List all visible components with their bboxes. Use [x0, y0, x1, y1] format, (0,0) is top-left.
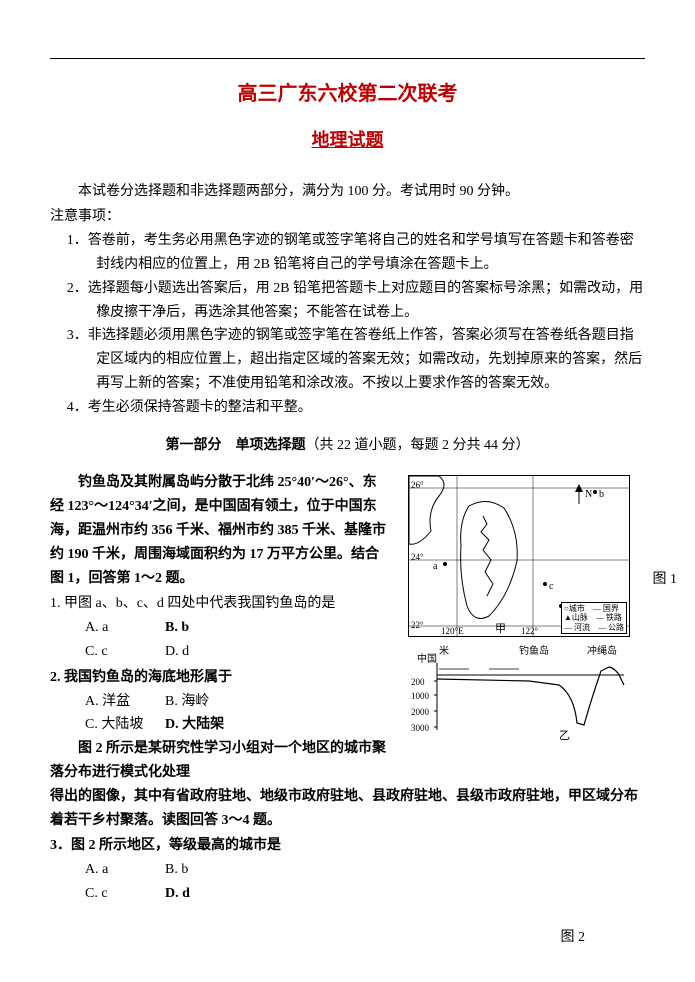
- prof-bottom-label: 乙: [559, 727, 570, 746]
- q1-opt-c: C. c: [85, 640, 165, 664]
- q3-stem: 3．图 2 所示地区，等级最高的城市是: [50, 834, 645, 858]
- left-column: 钓鱼岛及其附属岛屿分散于北纬 25°40′～26°、东经 123°～124°34…: [50, 471, 387, 784]
- marker-a: a: [433, 558, 437, 575]
- title-sub: 地理试题: [50, 125, 645, 156]
- passage-2a: 图 2 所示是某研究性学习小组对一个地区的城市聚落分布进行模式化处理: [50, 737, 387, 785]
- notice-item: 2．选择题每小题选出答案后，用 2B 铅笔把答题卡上对应题目的答案标号涂黑；如需…: [50, 277, 645, 325]
- prof-y-2000: 2000: [411, 705, 429, 720]
- q2-opt-c: C. 大陆坡: [85, 713, 165, 737]
- section-heading: 第一部分 单项选择题（共 22 道小题，每题 2 分共 44 分）: [50, 434, 645, 458]
- notice-item: 3．非选择题必须用黑色字迹的钢笔或签字笔在答卷纸上作答，答案必须写在答卷纸各题目…: [50, 324, 645, 395]
- marker-b: b: [599, 486, 604, 503]
- notice-item: 1．答卷前，考生务必用黑色字迹的钢笔或签字笔将自己的姓名和学号填写在答题卡和答卷…: [50, 229, 645, 277]
- prof-y-200: 200: [411, 675, 425, 690]
- q2-stem: 2. 我国钓鱼岛的海底地形属于: [50, 666, 387, 690]
- passage-1: 钓鱼岛及其附属岛屿分散于北纬 25°40′～26°、东经 123°～124°34…: [50, 471, 387, 590]
- map-legend: ○城市 — 国界 ▲山脉 — 铁路 — 河流 — 公路: [561, 602, 627, 635]
- q1-options-row2: C. c D. d: [50, 640, 387, 664]
- section-detail: （共 22 道小题，每题 2 分共 44 分）: [306, 438, 530, 453]
- q1-opt-b: B. b: [165, 616, 245, 640]
- q3-opt-d: D. d: [165, 882, 245, 906]
- notice-item: 4．考生必须保持答题卡的整洁和平整。: [50, 396, 645, 420]
- prof-y-1000: 1000: [411, 689, 429, 704]
- prof-y-3000: 3000: [411, 721, 429, 736]
- legend-row: — 河流 — 公路: [564, 623, 624, 633]
- title-main: 高三广东六校第二次联考: [50, 77, 645, 111]
- q2-opt-b: B. 海岭: [165, 690, 245, 714]
- q3-opt-c: C. c: [85, 882, 165, 906]
- q2-options-row1: A. 洋盆 B. 海岭: [50, 690, 387, 714]
- intro-text: 本试卷分选择题和非选择题两部分，满分为 100 分。考试用时 90 分钟。: [50, 180, 645, 204]
- exam-page: 高三广东六校第二次联考 地理试题 本试卷分选择题和非选择题两部分，满分为 100…: [0, 0, 695, 982]
- q2-opt-a: A. 洋盆: [85, 690, 165, 714]
- legend-row: ▲山脉 — 铁路: [564, 613, 624, 623]
- figure-2-caption: 图 2: [50, 926, 645, 950]
- marker-c: c: [549, 578, 553, 595]
- passage-2b: 得出的图像，其中有省政府驻地、地级市政府驻地、县政府驻地、县级市政府驻地，甲区域…: [50, 785, 645, 833]
- q1-opt-a: A. a: [85, 616, 165, 640]
- prof-top-mi: 米: [439, 643, 449, 660]
- map-bottom-label: 甲: [495, 620, 506, 639]
- legend-row: ○城市 — 国界: [564, 604, 624, 614]
- q2-options-row2: C. 大陆坡 D. 大陆架: [50, 713, 387, 737]
- prof-left-label: 中国: [417, 651, 437, 668]
- content-row: 钓鱼岛及其附属岛屿分散于北纬 25°40′～26°、东经 123°～124°34…: [50, 471, 645, 784]
- figure-1-caption: 图 1: [653, 568, 678, 592]
- prof-top-diaoyu: 钓鱼岛: [519, 643, 549, 660]
- q3-opt-b: B. b: [165, 858, 245, 882]
- right-column: N 26° 24° 22° 120°E 122° a b c d 甲: [393, 471, 645, 784]
- section-label: 第一部分 单项选择题: [166, 438, 306, 453]
- q1-stem: 1. 甲图 a、b、c、d 四处中代表我国钓鱼岛的是: [50, 592, 387, 616]
- lat-22: 22°: [411, 618, 424, 633]
- notice-list: 1．答卷前，考生务必用黑色字迹的钢笔或签字笔将自己的姓名和学号填写在答题卡和答卷…: [50, 229, 645, 419]
- lat-24: 24°: [411, 550, 424, 565]
- compass-n: N: [585, 486, 592, 503]
- q3-options-row1: A. a B. b: [50, 858, 645, 882]
- q1-opt-d: D. d: [165, 640, 245, 664]
- lon-122: 122°: [521, 624, 538, 639]
- figure-1-map: N 26° 24° 22° 120°E 122° a b c d 甲: [408, 475, 630, 637]
- q3-opt-a: A. a: [85, 858, 165, 882]
- lon-120: 120°E: [441, 624, 464, 639]
- notice-label: 注意事项：: [50, 205, 645, 229]
- top-rule: [50, 58, 645, 59]
- q1-options-row1: A. a B. b: [50, 616, 387, 640]
- prof-top-okinawa: 冲绳岛: [587, 643, 617, 660]
- q2-opt-d: D. 大陆架: [165, 713, 245, 737]
- lat-26: 26°: [411, 478, 424, 493]
- q3-options-row2: C. c D. d: [50, 882, 645, 906]
- figure-1-profile: 200 1000 2000 3000 中国 米 钓鱼岛 冲绳岛 乙: [409, 645, 629, 740]
